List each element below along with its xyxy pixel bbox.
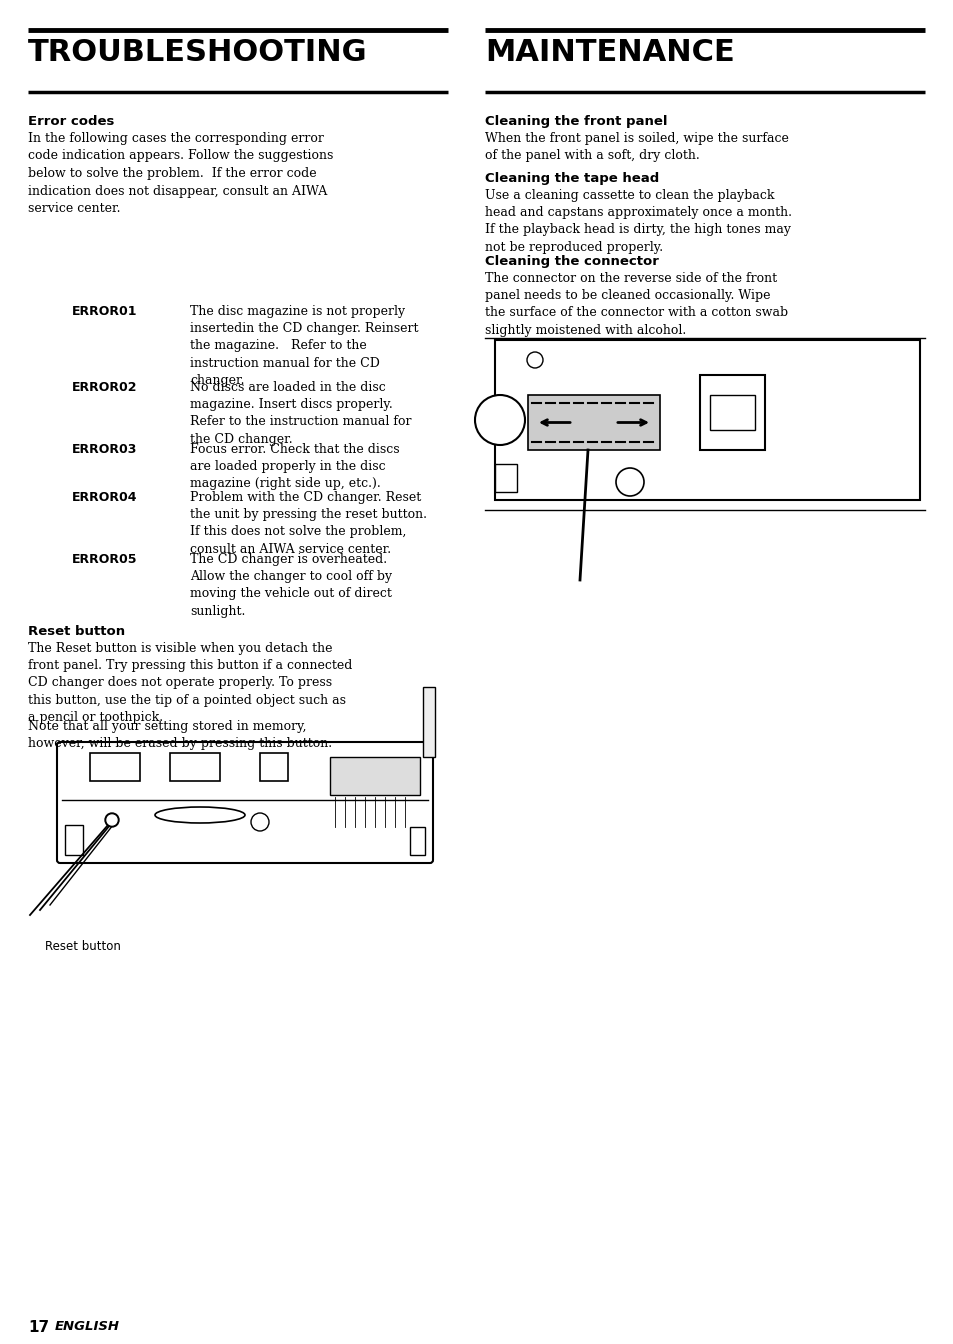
Text: 17: 17	[28, 1320, 49, 1335]
Bar	[709, 395, 754, 430]
Text: The CD changer is overheated.
Allow the changer to cool off by
moving the vehicl: The CD changer is overheated. Allow the …	[190, 552, 392, 618]
Text: Note that all your setting stored in memory,
however, will be erased by pressing: Note that all your setting stored in mem…	[28, 720, 332, 750]
Text: Cleaning the connector: Cleaning the connector	[484, 255, 659, 267]
Bar	[90, 753, 140, 781]
Circle shape	[475, 395, 524, 445]
Circle shape	[251, 813, 269, 831]
Text: ERROR04: ERROR04	[71, 491, 137, 504]
Bar	[330, 757, 419, 796]
Bar	[495, 464, 517, 492]
Bar	[65, 825, 83, 855]
Bar	[422, 687, 435, 757]
Ellipse shape	[154, 806, 245, 823]
Text: When the front panel is soiled, wipe the surface
of the panel with a soft, dry c: When the front panel is soiled, wipe the…	[484, 132, 788, 163]
Text: The connector on the reverse side of the front
panel needs to be cleaned occasio: The connector on the reverse side of the…	[484, 271, 787, 336]
Text: Reset button: Reset button	[45, 939, 121, 953]
Bar	[410, 827, 424, 855]
Text: Problem with the CD changer. Reset
the unit by pressing the reset button.
If thi: Problem with the CD changer. Reset the u…	[190, 491, 427, 555]
Circle shape	[107, 814, 117, 825]
Bar	[527, 395, 659, 450]
Bar	[260, 753, 288, 781]
Text: The disc magazine is not properly
insertedin the CD changer. Reinsert
the magazi: The disc magazine is not properly insert…	[190, 305, 418, 387]
FancyBboxPatch shape	[57, 742, 433, 863]
Circle shape	[616, 468, 643, 496]
Bar	[495, 340, 919, 500]
Text: Use a cleaning cassette to clean the playback
head and capstans approximately on: Use a cleaning cassette to clean the pla…	[484, 190, 791, 254]
Text: Reset button: Reset button	[28, 625, 125, 638]
Text: Error codes: Error codes	[28, 116, 114, 128]
Bar	[170, 753, 220, 781]
Text: TROUBLESHOOTING: TROUBLESHOOTING	[28, 38, 367, 67]
Text: Cleaning the tape head: Cleaning the tape head	[484, 172, 659, 185]
Circle shape	[526, 352, 542, 368]
Text: Focus error. Check that the discs
are loaded properly in the disc
magazine (righ: Focus error. Check that the discs are lo…	[190, 444, 399, 491]
Text: The Reset button is visible when you detach the
front panel. Try pressing this b: The Reset button is visible when you det…	[28, 642, 352, 724]
Circle shape	[105, 813, 119, 827]
Text: ERROR02: ERROR02	[71, 380, 137, 394]
Text: ERROR01: ERROR01	[71, 305, 137, 319]
Text: MAINTENANCE: MAINTENANCE	[484, 38, 734, 67]
Text: No discs are loaded in the disc
magazine. Insert discs properly.
Refer to the in: No discs are loaded in the disc magazine…	[190, 380, 411, 446]
Bar	[700, 375, 764, 450]
Text: ENGLISH: ENGLISH	[55, 1320, 120, 1333]
Text: Cleaning the front panel: Cleaning the front panel	[484, 116, 667, 128]
Text: In the following cases the corresponding error
code indication appears. Follow t: In the following cases the corresponding…	[28, 132, 333, 215]
Text: ERROR05: ERROR05	[71, 552, 137, 566]
Text: ERROR03: ERROR03	[71, 444, 137, 456]
